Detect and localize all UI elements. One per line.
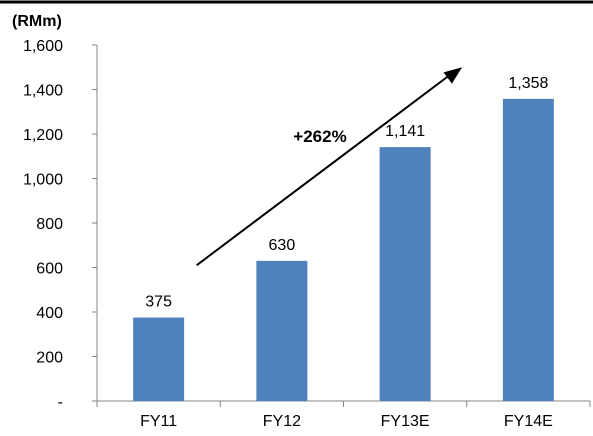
growth-annotation: +262% — [196, 67, 463, 267]
y-tick-label: 1,200 — [23, 127, 63, 144]
data-label: 375 — [145, 294, 172, 311]
data-label: 1,358 — [508, 75, 548, 92]
growth-arrow-head — [443, 67, 463, 84]
bar — [379, 147, 431, 401]
y-tick-label: 1,600 — [23, 38, 63, 55]
y-tick-label: 1,000 — [23, 172, 63, 189]
x-tick-label: FY13E — [381, 413, 430, 430]
data-label: 630 — [269, 237, 296, 254]
data-label: 1,141 — [385, 123, 425, 140]
data-labels: 375 630 1,141 1,358 — [145, 75, 548, 311]
x-tick-label: FY12 — [263, 413, 301, 430]
y-tick-label: 1,400 — [23, 83, 63, 100]
y-tick-label: - — [58, 394, 63, 411]
y-tick-label: 800 — [36, 216, 63, 233]
bar — [133, 317, 185, 401]
x-tick-label: FY14E — [504, 413, 553, 430]
x-tick-label: FY11 — [140, 413, 177, 430]
y-tick-label: 200 — [36, 350, 63, 367]
axes: - 200 400 600 800 1,000 1,200 1,400 1,600 FY11 FY1… — [23, 38, 591, 430]
y-tick-label: 400 — [36, 305, 63, 322]
growth-arrow-line — [196, 72, 453, 267]
y-tick-label: 600 — [36, 261, 63, 278]
unit-label: (RMm) — [12, 13, 62, 30]
bar — [502, 98, 554, 401]
bar — [256, 260, 308, 401]
bars — [133, 98, 554, 401]
growth-label: +262% — [293, 127, 346, 146]
